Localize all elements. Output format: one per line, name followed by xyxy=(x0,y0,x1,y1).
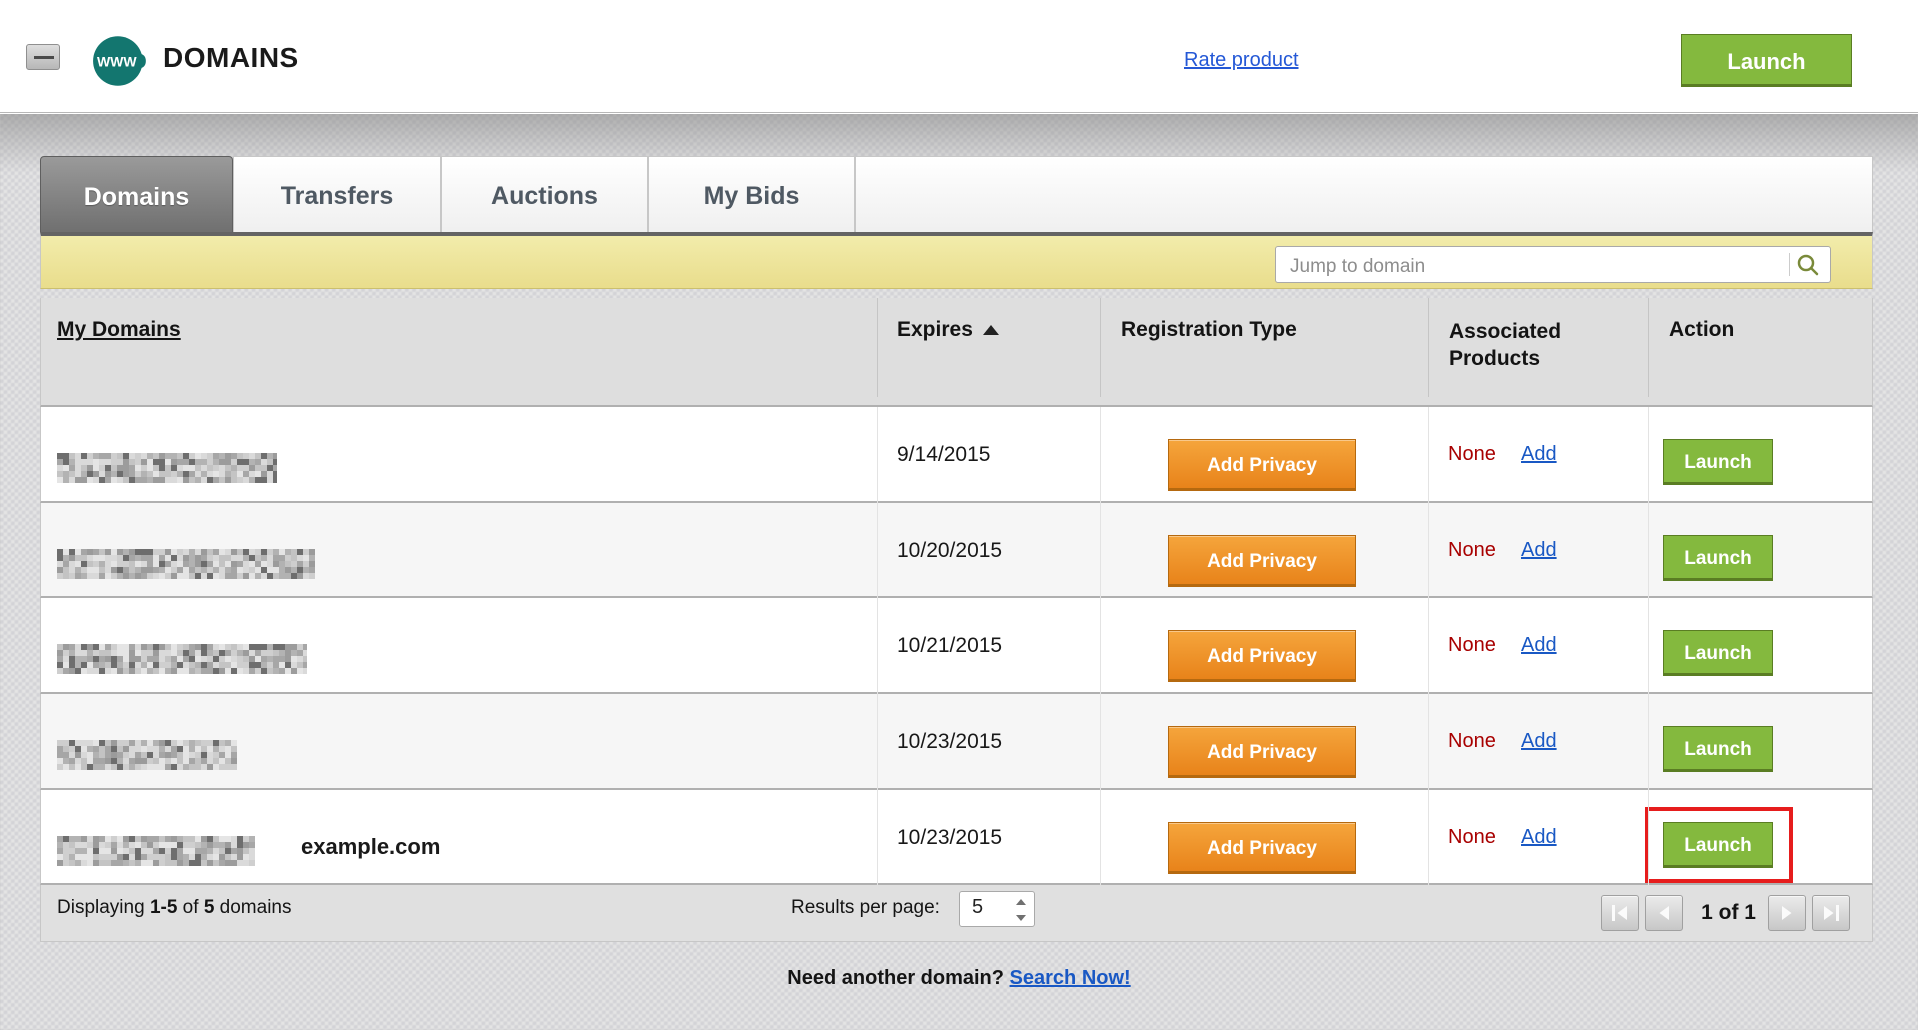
svg-text:WWW: WWW xyxy=(97,53,137,69)
